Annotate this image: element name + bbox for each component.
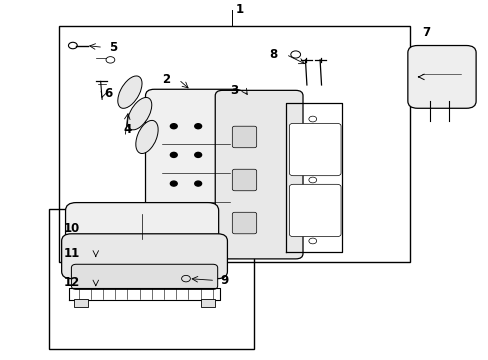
Text: 4: 4 [123,123,131,136]
Text: 2: 2 [162,73,170,86]
Circle shape [170,181,177,186]
Bar [59,26,409,262]
Text: 8: 8 [269,48,277,61]
FancyBboxPatch shape [232,169,256,191]
FancyBboxPatch shape [145,89,243,258]
Text: 7: 7 [421,27,429,40]
Circle shape [170,152,177,157]
Circle shape [170,124,177,129]
FancyBboxPatch shape [289,184,340,237]
FancyBboxPatch shape [61,234,227,279]
Text: 9: 9 [221,274,229,287]
FancyBboxPatch shape [232,212,256,234]
Text: 11: 11 [63,247,80,260]
FancyBboxPatch shape [71,264,217,289]
FancyBboxPatch shape [215,90,303,259]
Text: 12: 12 [63,276,80,289]
Bar [49,209,254,348]
FancyBboxPatch shape [232,126,256,148]
FancyBboxPatch shape [289,123,340,176]
Circle shape [194,124,201,129]
Circle shape [194,152,201,157]
Text: 3: 3 [230,84,238,97]
Ellipse shape [127,98,151,130]
Text: 5: 5 [108,41,117,54]
Ellipse shape [136,120,158,153]
FancyBboxPatch shape [407,45,475,108]
Text: 6: 6 [103,87,112,100]
FancyBboxPatch shape [65,203,218,251]
Bar [200,299,215,307]
Circle shape [194,181,201,186]
Text: 1: 1 [235,3,243,16]
Ellipse shape [118,76,142,108]
Text: 10: 10 [63,222,80,235]
Bar [74,299,88,307]
